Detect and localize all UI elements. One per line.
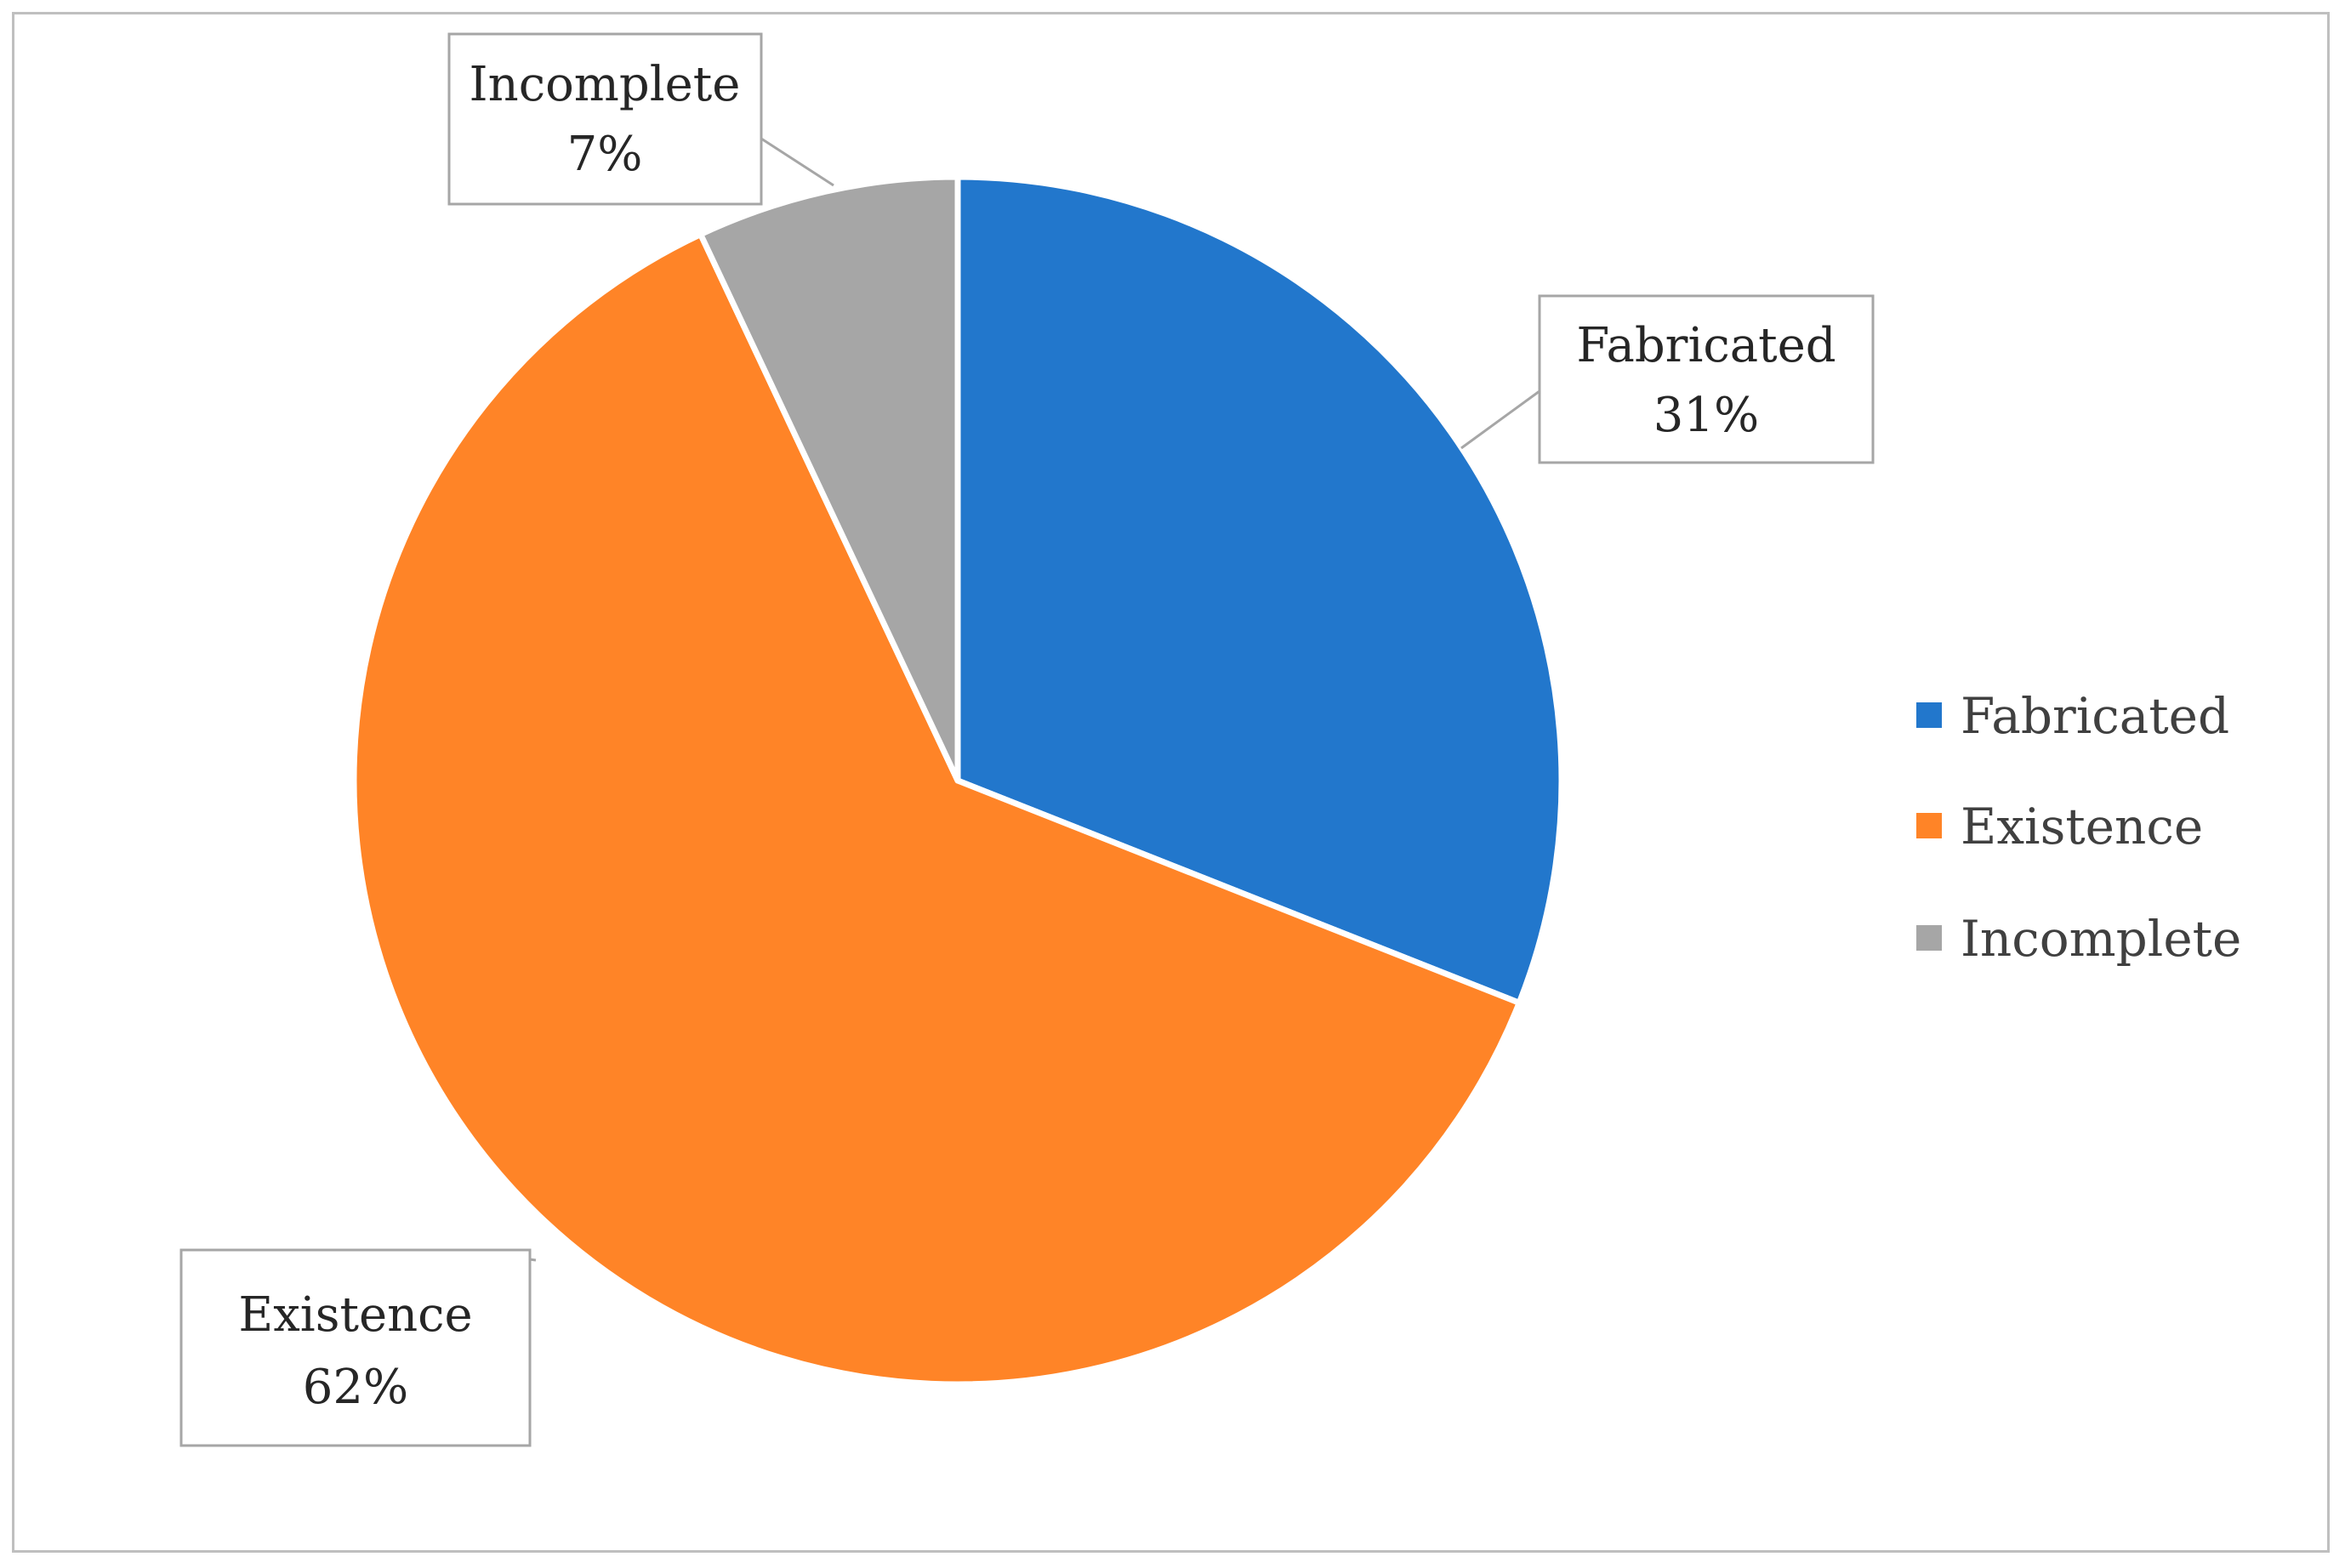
slices-layer — [350, 173, 1565, 1388]
legend-swatch-fabricated — [1916, 702, 1942, 728]
pie-slice-fabricated — [954, 173, 1565, 1006]
data-label-value-fabricated: 31% — [1653, 388, 1759, 443]
data-label-incomplete: Incomplete 7% — [447, 32, 834, 206]
leader-line-fabricated — [1460, 389, 1540, 450]
callout-box-incomplete — [447, 32, 763, 206]
data-label-value-existence: 62% — [303, 1360, 408, 1415]
data-label-existence: Existence 62% — [179, 1248, 537, 1447]
callout-box-existence — [179, 1248, 532, 1447]
data-label-fabricated: Fabricated 31% — [1460, 294, 1875, 464]
legend-label-incomplete: Incomplete — [1961, 910, 2241, 968]
legend-label-existence: Existence — [1961, 798, 2203, 855]
data-label-name-fabricated: Fabricated — [1576, 318, 1836, 373]
leader-line-incomplete — [760, 137, 834, 187]
pie-slice-incomplete — [697, 173, 961, 784]
legend-label-fabricated: Fabricated — [1961, 687, 2229, 745]
callout-box-fabricated — [1538, 294, 1875, 464]
data-label-name-incomplete: Incomplete — [470, 57, 741, 112]
data-label-name-existence: Existence — [238, 1287, 472, 1343]
legend-swatch-existence — [1916, 813, 1942, 838]
legend-swatch-incomplete — [1916, 925, 1942, 951]
data-label-value-incomplete: 7% — [567, 127, 643, 182]
legend: Fabricated Existence Incomplete — [1916, 687, 2241, 968]
pie-slice-existence — [350, 231, 1523, 1388]
